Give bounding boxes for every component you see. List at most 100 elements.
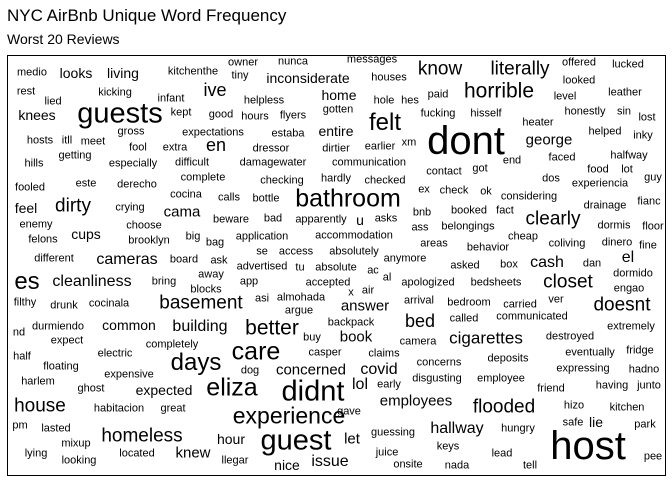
word-fact: fact bbox=[496, 204, 514, 217]
word-ass: ass bbox=[411, 221, 429, 234]
word-inky: inky bbox=[633, 129, 653, 142]
word-concerns: concerns bbox=[416, 356, 462, 369]
word-arrival: arrival bbox=[404, 294, 434, 307]
word-located: located bbox=[119, 447, 155, 460]
word-pm: pm bbox=[12, 419, 28, 432]
word-especially: especially bbox=[108, 157, 158, 170]
word-knees: knees bbox=[18, 107, 56, 123]
word-home: home bbox=[321, 87, 357, 103]
word-casper: casper bbox=[308, 346, 342, 359]
word-experience: experience bbox=[232, 402, 346, 429]
word-leather: leather bbox=[608, 86, 642, 99]
word-habitacion: habitacion bbox=[93, 402, 145, 415]
word-hizo: hizo bbox=[563, 399, 585, 412]
word-safe: safe bbox=[562, 416, 584, 429]
word-dressor: dressor bbox=[252, 142, 290, 155]
word-extremely: extremely bbox=[607, 320, 655, 333]
word-halfway: halfway bbox=[610, 149, 648, 162]
word-expectations: expectations bbox=[182, 126, 244, 139]
word-great: great bbox=[160, 402, 186, 415]
word-calls: calls bbox=[217, 191, 241, 204]
word-difficult: difficult bbox=[174, 156, 210, 169]
word-deposits: deposits bbox=[487, 352, 529, 365]
word-al: al bbox=[382, 271, 392, 284]
word-bedsheets: bedsheets bbox=[470, 276, 522, 289]
word-u: u bbox=[356, 212, 364, 228]
word-expected: expected bbox=[135, 382, 193, 398]
word-argue: argue bbox=[284, 304, 314, 317]
word-contact: contact bbox=[426, 165, 462, 178]
chart-title: NYC AirBnb Unique Word Frequency bbox=[7, 6, 287, 25]
word-hes: hes bbox=[401, 94, 419, 107]
word-cama: cama bbox=[163, 203, 201, 221]
word-living: living bbox=[107, 65, 139, 81]
word-nunca: nunca bbox=[278, 55, 308, 68]
word-food: food bbox=[587, 163, 609, 176]
word-house: house bbox=[14, 395, 66, 417]
word-book: book bbox=[339, 328, 373, 346]
word-common: common bbox=[102, 317, 156, 333]
word-disgusting: disgusting bbox=[412, 372, 462, 385]
word-medio: medio bbox=[17, 66, 47, 79]
word-big: big bbox=[185, 230, 201, 243]
word-este: este bbox=[75, 177, 97, 190]
word-nada: nada bbox=[444, 459, 470, 472]
word-kitchen: kitchen bbox=[609, 401, 645, 414]
word-experiencia: experiencia bbox=[571, 177, 629, 190]
word-blocks: blocks bbox=[190, 283, 222, 296]
word-bottle: bottle bbox=[252, 192, 280, 205]
word-asks: asks bbox=[374, 212, 398, 225]
word-checked: checked bbox=[364, 174, 406, 187]
word-xm: xm bbox=[401, 136, 417, 149]
word-earlier: earlier bbox=[364, 140, 396, 153]
word-got: got bbox=[472, 162, 488, 175]
word-fine: fine bbox=[639, 239, 657, 252]
word-tu: tu bbox=[295, 261, 305, 274]
word-half: half bbox=[13, 350, 31, 363]
word-inconsiderate: inconsiderate bbox=[266, 70, 350, 86]
word-camera: camera bbox=[399, 335, 437, 348]
word-lucked: lucked bbox=[612, 58, 644, 71]
word-x: x bbox=[348, 286, 354, 299]
word-engao: engao bbox=[613, 282, 645, 295]
word-gotten: gotten bbox=[322, 103, 354, 116]
word-asked: asked bbox=[450, 259, 480, 272]
word-sin: sin bbox=[616, 105, 632, 118]
word-clearly: clearly bbox=[525, 208, 581, 230]
word-hardly: hardly bbox=[321, 172, 351, 185]
word-destroyed: destroyed bbox=[545, 330, 595, 343]
word-messages: messages bbox=[346, 55, 398, 66]
word-bag: bag bbox=[205, 236, 225, 249]
word-guest: guest bbox=[260, 424, 332, 457]
word-hisself: hisself bbox=[470, 107, 502, 120]
word-nice: nice bbox=[274, 457, 300, 473]
word-know: know bbox=[417, 58, 463, 80]
word-host: host bbox=[550, 424, 626, 468]
word-lead: lead bbox=[491, 447, 513, 460]
word-drainage: drainage bbox=[583, 199, 627, 212]
word-absolutely: absolutely bbox=[329, 245, 379, 258]
word-ac: ac bbox=[367, 264, 379, 277]
word-kept: kept bbox=[170, 106, 192, 119]
word-employee: employee bbox=[477, 372, 525, 385]
word-didnt: didnt bbox=[281, 375, 345, 408]
word-check: check bbox=[439, 184, 469, 197]
word-hosts: hosts bbox=[26, 134, 54, 147]
word-guessing: guessing bbox=[370, 426, 416, 439]
word-felt: felt bbox=[368, 109, 402, 136]
word-cheap: cheap bbox=[508, 230, 538, 243]
word-ask: ask bbox=[210, 254, 228, 267]
word-cleanliness: cleanliness bbox=[52, 273, 132, 290]
word-dirtier: dirtier bbox=[322, 142, 350, 155]
word-expressing: expressing bbox=[556, 362, 610, 375]
chart-subtitle: Worst 20 Reviews bbox=[7, 31, 120, 47]
word-early: early bbox=[377, 378, 401, 391]
word-choose: choose bbox=[126, 219, 162, 232]
word-extra: extra bbox=[162, 141, 188, 154]
word-gave: gave bbox=[337, 405, 361, 418]
word-bad: bad bbox=[263, 212, 283, 225]
word-expect: expect bbox=[50, 334, 84, 347]
word-george: george bbox=[525, 131, 573, 149]
word-floating: floating bbox=[43, 360, 79, 373]
word-homeless: homeless bbox=[101, 425, 183, 447]
